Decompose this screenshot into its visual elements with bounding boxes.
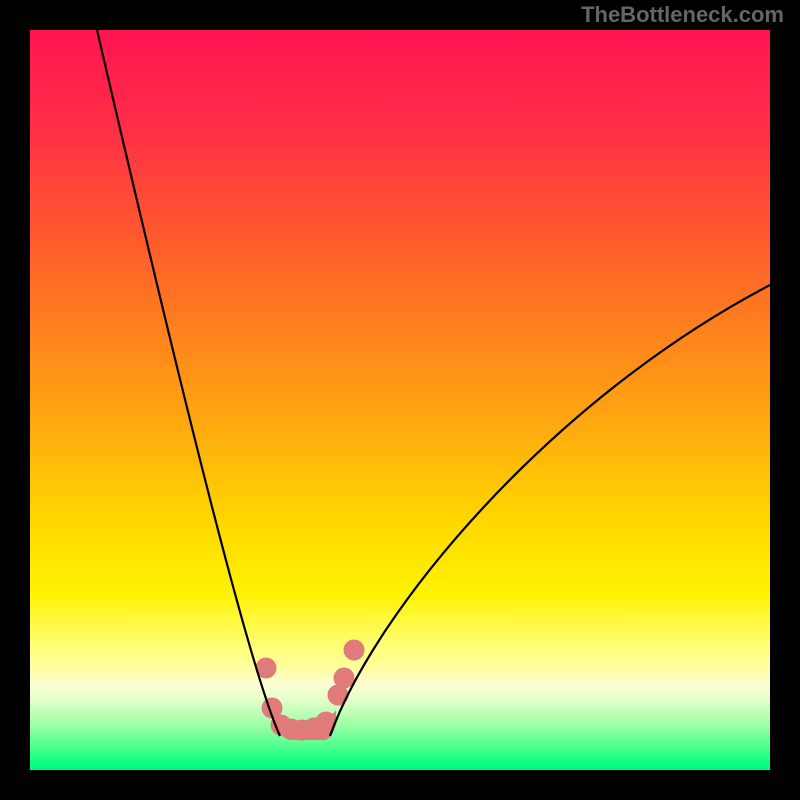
plot-area: [30, 30, 770, 770]
data-dot: [344, 640, 365, 661]
gradient-background: [30, 30, 770, 770]
chart-frame: TheBottleneck.com: [0, 0, 800, 800]
bottleneck-chart: [30, 30, 770, 770]
data-dot: [334, 668, 355, 689]
watermark-text: TheBottleneck.com: [581, 2, 784, 28]
